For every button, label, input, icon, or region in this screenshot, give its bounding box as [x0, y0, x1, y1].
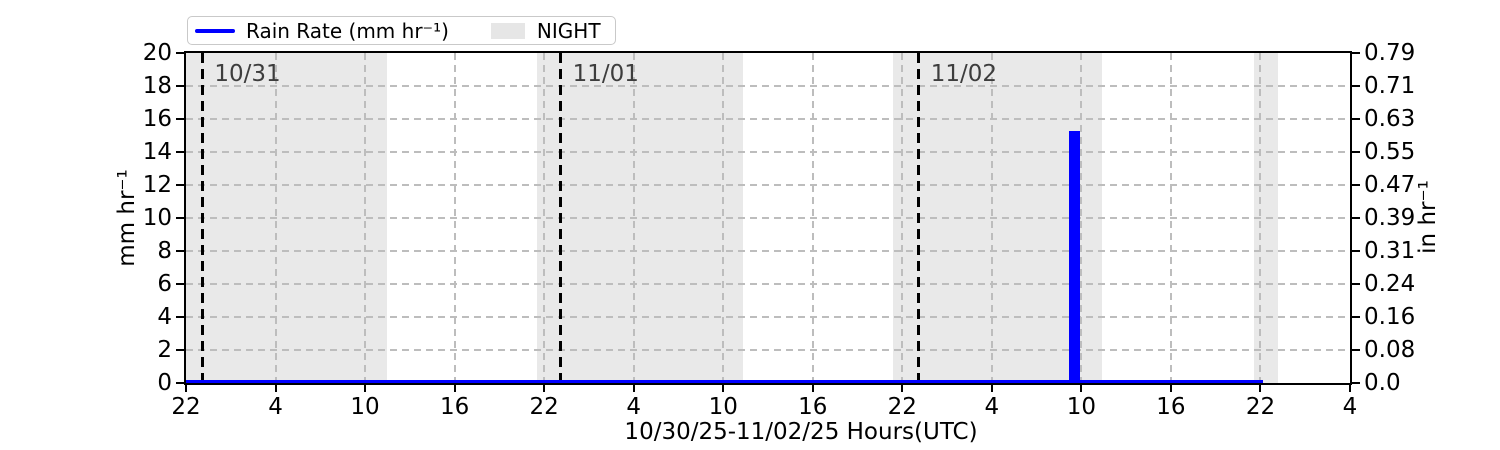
y-tick-label-left: 20 [142, 40, 172, 66]
x-tick-label: 16 [1156, 394, 1186, 420]
y-gridline [186, 118, 1350, 120]
y-tick-label-right: 0.31 [1364, 238, 1416, 264]
y-tick-label-right: 0.55 [1364, 139, 1416, 165]
x-tick-mark [453, 383, 456, 392]
y-tick-label-left: 6 [157, 271, 172, 297]
y-tick-label-left: 8 [157, 238, 172, 264]
x-tick-mark [990, 383, 993, 392]
y-tick-label-left: 2 [157, 337, 172, 363]
x-tick-label: 16 [798, 394, 828, 420]
y-tick-mark-left [176, 184, 186, 186]
y-gridline [186, 250, 1350, 252]
y-tick-mark-right [1350, 118, 1360, 120]
y-tick-label-right: 0.79 [1364, 40, 1416, 66]
y-tick-mark-left [176, 316, 186, 318]
x-tick-mark [632, 383, 635, 392]
y-gridline [186, 184, 1350, 186]
y-tick-label-left: 10 [142, 205, 172, 231]
y-tick-mark-left [176, 118, 186, 120]
day-boundary-label: 11/02 [930, 61, 998, 87]
y-tick-label-right: 0.71 [1364, 73, 1416, 99]
y-tick-label-left: 16 [142, 106, 172, 132]
day-boundary-line [200, 53, 204, 383]
y-tick-mark-right [1350, 349, 1360, 351]
day-boundary-label: 10/31 [214, 61, 281, 87]
y-tick-label-right: 0.08 [1364, 337, 1416, 363]
x-tick-mark [1259, 383, 1262, 392]
y-tick-label-right: 0.47 [1364, 172, 1416, 198]
y-axis-label-right: in hr⁻¹ [1415, 180, 1441, 254]
x-tick-label: 4 [268, 394, 283, 420]
plot-area: 22 4 10 16 22 4 10 16 22 4 10 16 22 4 0 0.0 2 0.08 4 0.16 6 0… [143, 40, 1416, 420]
y-tick-label-right: 0.63 [1364, 106, 1416, 132]
x-tick-label: 22 [887, 394, 917, 420]
y-tick-mark-right [1350, 250, 1360, 252]
night-patch-swatch [490, 22, 525, 39]
x-tick-label: 4 [984, 394, 1000, 420]
legend-rain-rate-label: Rain Rate (mm hr⁻¹) [246, 18, 449, 43]
x-tick-label: 22 [1245, 394, 1276, 420]
x-tick-mark [364, 383, 367, 392]
x-axis-label: 10/30/25-11/02/25 Hours(UTC) [624, 419, 978, 445]
x-tick-label: 22 [529, 394, 559, 420]
y-gridline [186, 283, 1350, 285]
x-tick-label: 22 [171, 394, 201, 420]
rain-rate-baseline [186, 380, 1264, 383]
x-tick-mark [1169, 383, 1172, 392]
x-tick-label: 10 [708, 394, 738, 420]
x-tick-label: 4 [626, 394, 641, 420]
y-tick-label-right: 0.0 [1364, 370, 1401, 396]
y-gridline [186, 349, 1350, 351]
y-tick-label-left: 18 [142, 73, 172, 99]
y-tick-label-left: 12 [142, 172, 172, 198]
day-boundary-label: 11/01 [572, 61, 639, 87]
y-gridline [186, 217, 1350, 219]
y-tick-label-left: 4 [157, 304, 172, 330]
y-tick-label-right: 0.39 [1364, 205, 1416, 231]
x-tick-mark [811, 383, 814, 392]
x-tick-label: 10 [350, 394, 380, 420]
x-tick-mark [185, 383, 187, 392]
y-gridline [186, 85, 1350, 87]
y-tick-mark-right [1350, 151, 1360, 153]
y-tick-mark-right [1350, 382, 1360, 384]
y-tick-mark-left [176, 349, 186, 351]
y-tick-mark-right [1350, 316, 1360, 318]
y-tick-mark-left [176, 250, 186, 252]
y-tick-label-right: 0.24 [1364, 271, 1416, 297]
legend-night-label: NIGHT [536, 18, 601, 43]
x-tick-label: 4 [1342, 394, 1358, 420]
y-tick-mark-right [1350, 184, 1360, 186]
y-tick-mark-left [176, 382, 186, 384]
y-tick-mark-left [176, 52, 186, 54]
y-gridline [186, 316, 1350, 318]
x-tick-label: 10 [1066, 394, 1097, 420]
y-tick-mark-right [1350, 52, 1360, 54]
y-gridline [186, 151, 1350, 153]
x-tick-mark [722, 383, 725, 392]
x-tick-mark [901, 383, 904, 392]
y-tick-mark-right [1350, 217, 1360, 219]
x-tick-mark [543, 383, 546, 392]
y-tick-label-right: 0.16 [1364, 304, 1416, 330]
rain-rate-line-swatch [195, 28, 235, 33]
x-tick-mark [1349, 383, 1351, 392]
rain-rate-bar [1069, 130, 1080, 383]
y-tick-mark-left [176, 283, 186, 285]
y-tick-mark-left [176, 217, 186, 219]
x-tick-mark [1080, 383, 1083, 392]
y-tick-label-left: 14 [142, 139, 172, 165]
x-tick-label: 16 [439, 394, 470, 420]
y-tick-mark-right [1350, 283, 1360, 285]
y-axis-label-left: mm hr⁻¹ [114, 169, 140, 267]
day-boundary-line [559, 53, 563, 383]
day-boundary-line [917, 53, 921, 383]
y-tick-mark-left [176, 85, 186, 87]
x-tick-mark [274, 383, 277, 392]
y-tick-label-left: 0 [157, 370, 172, 396]
chart-legend: Rain Rate (mm hr⁻¹) NIGHT [187, 16, 616, 45]
y-tick-mark-right [1350, 85, 1360, 87]
y-tick-mark-left [176, 151, 186, 153]
